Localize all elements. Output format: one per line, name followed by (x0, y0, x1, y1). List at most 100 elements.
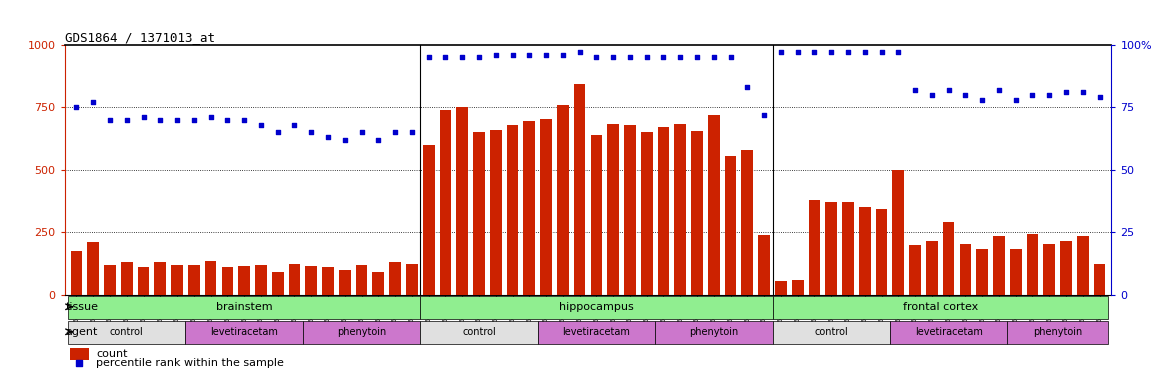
Text: control: control (462, 327, 496, 337)
Point (1056, 90, 1075, 96)
Bar (1077, 236, 1089, 295)
Bar (239, 266, 250, 295)
Bar (691, 131, 703, 295)
Point (1007, 97, 1025, 103)
Point (487, 52, 506, 58)
Bar (154, 262, 166, 295)
Bar (186, 321, 303, 344)
Bar (389, 262, 401, 295)
Text: frontal cortex: frontal cortex (903, 302, 978, 312)
Bar (339, 270, 350, 295)
Bar (960, 244, 971, 295)
Point (1090, 94, 1109, 100)
Bar (303, 321, 420, 344)
Point (1074, 90, 1093, 96)
Point (806, 50, 824, 55)
Point (218, 117, 236, 123)
Point (940, 87, 958, 93)
Bar (507, 125, 519, 295)
Text: phenytoin: phenytoin (338, 327, 386, 337)
Bar (826, 202, 837, 295)
Point (201, 114, 220, 120)
Point (436, 54, 455, 60)
Point (771, 50, 790, 55)
Point (973, 97, 991, 103)
Bar (69, 348, 88, 360)
Point (185, 117, 203, 123)
Point (67, 105, 86, 111)
Bar (858, 207, 870, 295)
Bar (624, 125, 636, 295)
Text: control: control (109, 327, 143, 337)
Point (989, 87, 1008, 93)
Bar (121, 262, 133, 295)
Point (235, 117, 254, 123)
Bar (876, 209, 888, 295)
Point (822, 50, 841, 55)
Bar (322, 267, 334, 295)
Point (69, 360, 88, 366)
Point (335, 137, 354, 143)
Bar (724, 156, 736, 295)
Point (520, 52, 539, 58)
Point (554, 52, 573, 58)
Point (151, 117, 169, 123)
Bar (775, 281, 787, 295)
Bar (1008, 321, 1108, 344)
Bar (1010, 249, 1022, 295)
Bar (473, 132, 485, 295)
Bar (406, 264, 417, 295)
Point (956, 92, 975, 98)
Point (637, 54, 656, 60)
Bar (355, 265, 367, 295)
Point (721, 54, 740, 60)
Point (670, 54, 689, 60)
Bar (909, 245, 921, 295)
Point (352, 129, 370, 135)
Point (788, 50, 807, 55)
Bar (373, 272, 385, 295)
Bar (759, 235, 770, 295)
Point (755, 112, 774, 118)
Bar (288, 264, 300, 295)
Bar (842, 202, 854, 295)
Bar (893, 170, 904, 295)
Point (1023, 92, 1042, 98)
Bar (708, 115, 720, 295)
Bar (523, 121, 535, 295)
Text: phenytoin: phenytoin (689, 327, 739, 337)
Text: GDS1864 / 1371013_at: GDS1864 / 1371013_at (65, 31, 215, 44)
Bar (1094, 264, 1105, 295)
Point (922, 92, 941, 98)
Point (654, 54, 673, 60)
Point (402, 129, 421, 135)
Bar (926, 241, 937, 295)
Text: phenytoin: phenytoin (1033, 327, 1082, 337)
Bar (105, 265, 116, 295)
Text: levetiracetam: levetiracetam (211, 327, 278, 337)
Bar (791, 280, 803, 295)
Bar (221, 267, 233, 295)
Point (369, 137, 388, 143)
Bar (172, 265, 183, 295)
Bar (890, 321, 1008, 344)
Bar (655, 321, 773, 344)
Bar (976, 249, 988, 295)
Bar (537, 321, 655, 344)
Point (302, 129, 321, 135)
Text: agent: agent (66, 327, 98, 337)
Bar (1027, 234, 1038, 295)
Point (252, 122, 270, 128)
Text: levetiracetam: levetiracetam (915, 327, 983, 337)
Bar (943, 222, 955, 295)
Point (570, 50, 589, 55)
Point (503, 52, 522, 58)
Bar (809, 200, 821, 295)
Point (285, 122, 303, 128)
Point (889, 50, 908, 55)
Bar (138, 267, 149, 295)
Point (536, 52, 555, 58)
Point (420, 54, 439, 60)
Point (621, 54, 640, 60)
Bar (68, 296, 420, 318)
